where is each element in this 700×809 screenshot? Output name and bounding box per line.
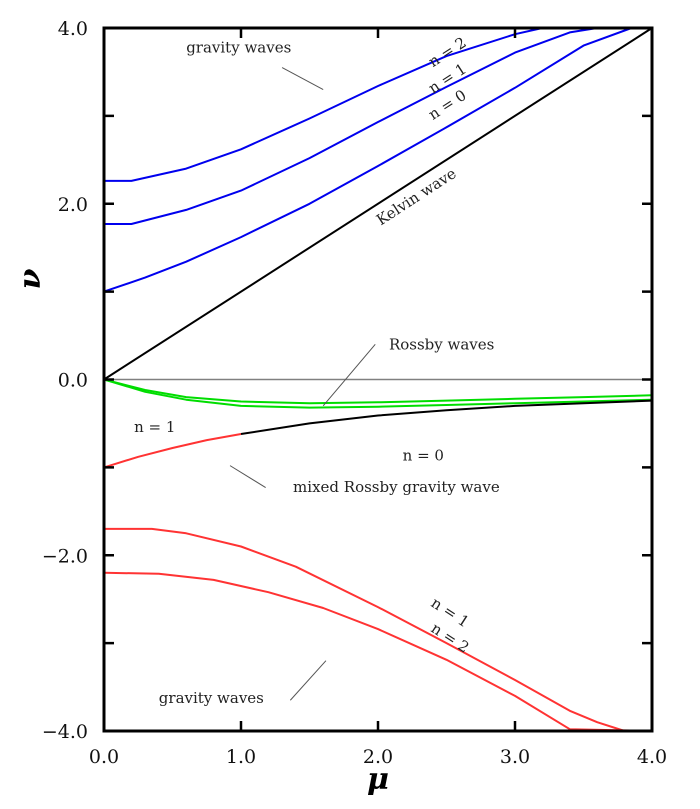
- series-layer: [103, 27, 653, 732]
- y-axis-title: ν: [13, 268, 48, 289]
- annotation-label: gravity waves: [159, 689, 264, 707]
- series-line-gravity-wave-n-1-eastward: [104, 27, 652, 225]
- y-tick-label: 4.0: [58, 18, 88, 40]
- series-line-gravity-wave-n-1-westward: [104, 527, 652, 732]
- series-line-rossby-wave-n-2: [103, 378, 653, 409]
- annotation-label: n = 0: [403, 446, 444, 464]
- annotation-leader-line: [289, 660, 327, 701]
- x-axis-title: μ: [367, 762, 389, 797]
- annotation-label: n = 1: [134, 418, 175, 436]
- x-tick-label: 1.0: [226, 746, 256, 768]
- series-line-gravity-wave-n-2-eastward: [104, 27, 652, 182]
- annotation-label: gravity waves: [186, 39, 291, 57]
- y-tick-label: 2.0: [58, 194, 88, 216]
- y-tick-label: −2.0: [42, 545, 88, 567]
- axes-layer: 0.0 1.0 2.0 3.0 4.0 4.0 2.0 0.0 −2.0 −4.0: [42, 18, 667, 768]
- series-line-rossby-wave-n-1: [103, 378, 653, 405]
- x-tick-label: 2.0: [363, 746, 393, 768]
- y-tick-label: −4.0: [42, 721, 88, 743]
- x-tick-label: 3.0: [500, 746, 530, 768]
- annotation-label: Kelvin wave: [373, 164, 459, 229]
- series-line-gravity-wave-n-0-eastward: [103, 27, 652, 293]
- series-line-kelvin-wave: [103, 27, 653, 381]
- annotation-leader-line: [229, 465, 266, 489]
- series-line-gravity-wave-n-2-westward: [103, 571, 653, 732]
- series-line-mixed-rossby-gravity-wave-n-0-eastward-part: [103, 433, 242, 469]
- y-tick-label: 0.0: [58, 370, 88, 392]
- series-line-mixed-rossby-gravity-wave-n-0-westward-part: [240, 399, 653, 435]
- x-tick-label: 0.0: [89, 746, 119, 768]
- x-tick-label: 4.0: [637, 746, 667, 768]
- annotation-label: Rossby waves: [389, 336, 494, 354]
- annotation-leader-line: [322, 344, 376, 407]
- annotation-leader-line: [281, 67, 324, 90]
- annotation-label: mixed Rossby gravity wave: [293, 478, 500, 496]
